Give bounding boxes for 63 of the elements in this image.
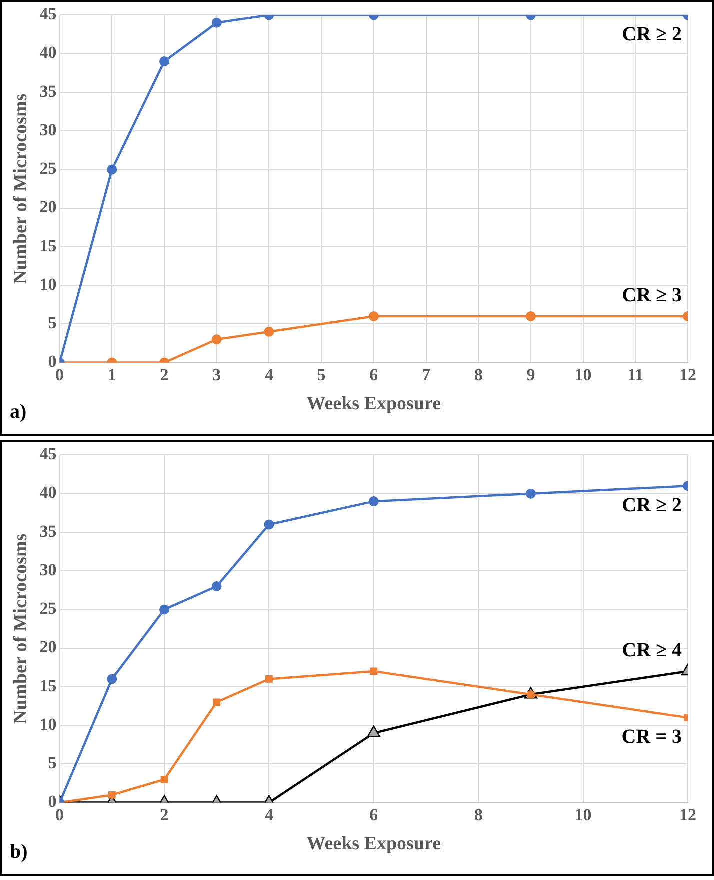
- x-tick-label: 2: [160, 805, 169, 824]
- x-tick-label: 10: [574, 365, 592, 384]
- y-tick-label: 5: [48, 314, 57, 333]
- series-label: CR ≥ 2: [622, 494, 682, 516]
- y-tick-label: 0: [48, 352, 57, 372]
- point: [526, 488, 536, 499]
- point: [526, 311, 536, 322]
- point: [368, 311, 379, 322]
- y-tick-label: 25: [40, 599, 57, 618]
- y-tick-label: 0: [48, 792, 57, 812]
- point: [107, 674, 118, 684]
- y-tick-label: 15: [40, 676, 57, 696]
- x-tick-label: 4: [264, 805, 274, 824]
- x-tick-label: 8: [474, 805, 483, 824]
- y-tick-label: 35: [40, 522, 57, 541]
- point: [264, 520, 274, 530]
- y-tick-label: 15: [40, 236, 57, 256]
- x-tick-label: 2: [160, 365, 169, 384]
- x-tick-label: 9: [526, 365, 536, 384]
- y-tick-label: 10: [40, 714, 57, 734]
- series-label: CR ≥ 4: [622, 640, 682, 662]
- y-tick-label: 30: [40, 120, 57, 140]
- y-tick-label: 45: [40, 4, 57, 24]
- y-axis-title: Number of Microcosms: [10, 534, 32, 724]
- point: [368, 496, 379, 507]
- point: [266, 676, 273, 683]
- x-tick-label: 6: [370, 805, 378, 824]
- series-label: CR ≥ 2: [622, 23, 682, 46]
- y-tick-label: 20: [40, 198, 57, 217]
- x-tick-label: 8: [474, 365, 483, 384]
- y-tick-label: 20: [40, 638, 57, 657]
- y-tick-label: 40: [40, 43, 57, 62]
- y-axis-title: Number of Microcosms: [10, 94, 32, 284]
- y-tick-label: 10: [40, 274, 57, 294]
- x-tick-label: 11: [628, 365, 644, 384]
- text: b): [10, 841, 28, 864]
- x-tick-label: 10: [574, 805, 592, 824]
- y-tick-label: 30: [40, 560, 57, 580]
- y-tick-label: 5: [48, 754, 57, 773]
- point: [212, 334, 222, 345]
- series-label: CR = 3: [622, 726, 682, 748]
- point: [367, 726, 381, 738]
- x-tick-label: 7: [422, 365, 431, 384]
- point: [107, 164, 118, 175]
- x-tick-label: 1: [108, 365, 116, 384]
- point: [264, 326, 274, 337]
- x-axis-title: Weeks Exposure: [306, 834, 442, 855]
- x-tick-label: 12: [680, 365, 696, 384]
- y-tick-label: 35: [40, 82, 57, 101]
- x-axis-title: Weeks Exposure: [306, 394, 442, 415]
- y-tick-label: 25: [40, 159, 57, 178]
- x-tick-label: 5: [317, 365, 326, 384]
- y-tick-label: 45: [40, 444, 57, 464]
- y-tick-label: 40: [40, 483, 57, 502]
- point: [212, 582, 222, 592]
- point: [160, 604, 170, 615]
- series-label: CR ≥ 3: [622, 284, 682, 307]
- x-tick-label: 6: [370, 365, 378, 384]
- point: [370, 668, 378, 676]
- x-tick-label: 3: [212, 365, 222, 384]
- x-tick-label: 4: [264, 365, 274, 384]
- x-tick-label: 12: [680, 805, 696, 824]
- text: a): [10, 401, 27, 424]
